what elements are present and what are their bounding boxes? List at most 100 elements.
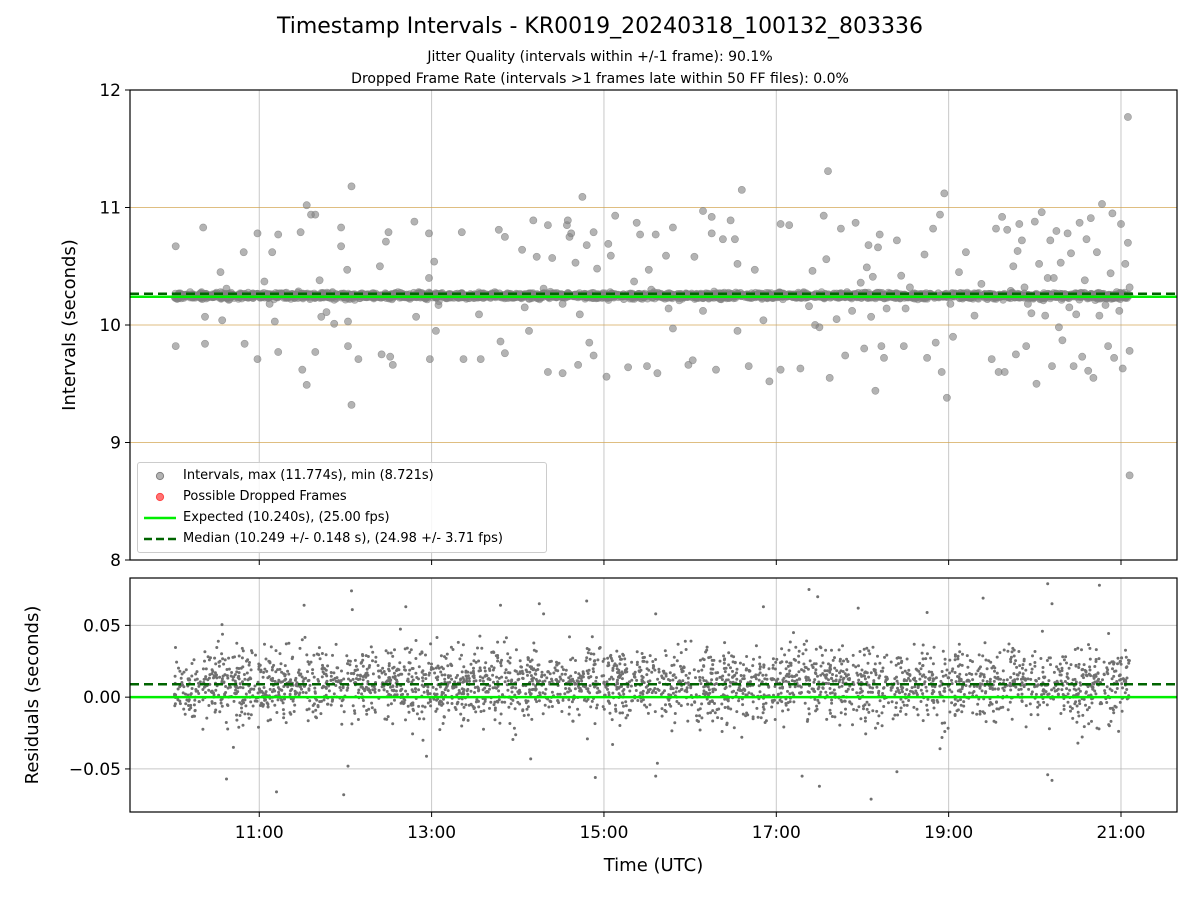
interval-point (864, 241, 873, 249)
residual-point (785, 660, 789, 664)
residual-point (496, 659, 500, 663)
interval-point (1108, 209, 1117, 218)
interval-point (544, 221, 552, 229)
residual-point (237, 677, 241, 681)
residual-point (216, 639, 220, 643)
residual-point (800, 691, 803, 694)
interval-point (874, 243, 882, 252)
interval-point (699, 207, 707, 215)
residual-point (429, 704, 433, 708)
interval-point (931, 338, 940, 347)
residual-point (877, 689, 881, 693)
residual-point (237, 654, 241, 658)
residual-point (241, 680, 244, 684)
residual-point (439, 654, 443, 658)
interval-point (1089, 373, 1098, 382)
residual-point (372, 685, 376, 689)
residual-point (1088, 646, 1092, 650)
residual-point (1125, 665, 1129, 669)
residual-point (1013, 678, 1017, 682)
residual-point (648, 654, 652, 658)
residual-point (361, 678, 365, 682)
interval-point (199, 223, 208, 232)
residual-point (862, 653, 866, 657)
interval-point (1012, 350, 1020, 359)
interval-point (875, 230, 884, 239)
residual-point (1040, 629, 1044, 633)
residual-point (956, 699, 960, 703)
residual-point (716, 716, 720, 720)
interval-point (841, 351, 850, 360)
interval-point (1072, 310, 1081, 319)
residual-point (235, 718, 239, 722)
residual-point (877, 676, 881, 680)
residual-point (297, 668, 301, 672)
residual-point (377, 675, 381, 679)
residual-point (1120, 682, 1124, 686)
residual-point (235, 666, 239, 670)
residual-point (816, 687, 820, 691)
residual-point (830, 698, 834, 702)
residual-point (1021, 672, 1025, 676)
residual-point (950, 678, 953, 682)
residual-point (925, 689, 929, 693)
interval-point (955, 268, 963, 276)
residual-point (840, 684, 844, 688)
residual-point (472, 666, 475, 670)
residual-point (631, 699, 634, 703)
residual-point (947, 676, 951, 680)
interval-point (759, 316, 768, 325)
residual-point (1120, 656, 1124, 660)
residual-point (204, 667, 208, 671)
residual-point (207, 688, 211, 692)
interval-point (375, 262, 384, 271)
residual-point (1012, 654, 1016, 658)
interval-point (882, 304, 891, 313)
residual-point (1034, 678, 1038, 682)
residual-point (857, 705, 861, 709)
residual-point (530, 688, 534, 692)
interval-point (1075, 218, 1084, 227)
residual-point (1024, 725, 1028, 729)
residual-point (905, 688, 909, 692)
residual-point (458, 657, 462, 661)
residual-point (845, 674, 848, 678)
residual-point (1107, 724, 1111, 728)
residual-point (962, 700, 966, 704)
residual-point (948, 671, 952, 675)
residual-point (807, 707, 811, 711)
residual-point (187, 678, 190, 682)
residual-point (1121, 686, 1124, 690)
interval-point (929, 224, 937, 233)
residual-point (889, 688, 893, 692)
interval-point (548, 254, 557, 262)
interval-point (1067, 249, 1075, 258)
interval-point (1098, 200, 1106, 208)
residual-point (1088, 657, 1092, 661)
y-tick-label: 8 (110, 551, 121, 571)
residual-point (823, 669, 827, 673)
interval-point (265, 299, 274, 308)
residual-point (414, 657, 418, 660)
residual-point (491, 673, 495, 677)
residual-point (781, 709, 785, 713)
residual-point (983, 641, 987, 645)
residual-point (1003, 685, 1007, 689)
interval-point (589, 228, 598, 237)
residual-point (502, 640, 506, 644)
residual-point (184, 702, 188, 706)
interval-point (525, 326, 533, 335)
interval-point (344, 342, 352, 350)
residual-point (889, 660, 893, 664)
interval-point (1115, 306, 1124, 315)
residual-point (588, 657, 592, 661)
interval-point (923, 353, 931, 362)
residual-point (730, 654, 734, 658)
residual-point (830, 701, 834, 705)
residual-point (479, 710, 483, 713)
residual-point (283, 664, 287, 668)
residual-point (1065, 661, 1068, 665)
interval-point (906, 283, 914, 292)
residual-point (478, 634, 482, 638)
residual-point (293, 703, 297, 707)
